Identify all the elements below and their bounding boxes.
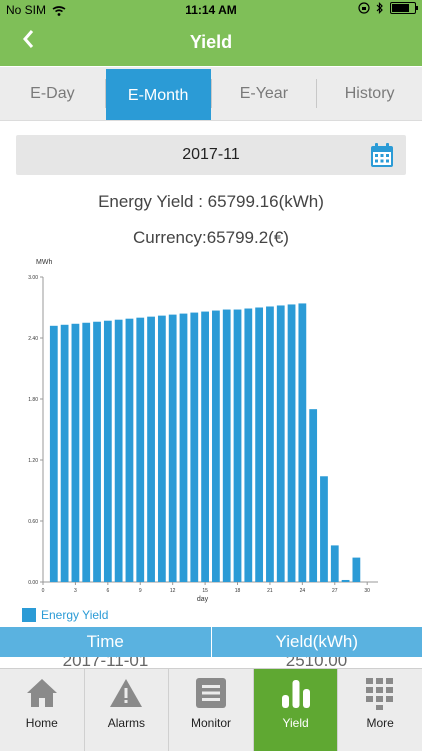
y-tick-label: 3.00	[28, 275, 38, 281]
chart-bar	[115, 320, 123, 582]
x-tick-label: 24	[300, 588, 306, 594]
column-header-time: Time	[0, 627, 211, 657]
grid-icon	[363, 677, 397, 711]
chart-bar	[223, 310, 231, 582]
x-tick-label: 27	[332, 588, 338, 594]
bottom-nav-more[interactable]: More	[338, 669, 422, 751]
monitor-icon	[194, 677, 228, 709]
column-header-yield: Yield(kWh)	[212, 627, 422, 657]
chart-bar	[169, 315, 177, 582]
chart-bar	[104, 321, 112, 582]
y-tick-label: 2.40	[28, 336, 38, 342]
chart-bar	[180, 314, 188, 582]
chart-bar	[212, 311, 220, 582]
x-tick-label: 15	[202, 588, 208, 594]
currency-summary: Currency:65799.2(€)	[0, 228, 422, 248]
y-tick-label: 0.00	[28, 580, 38, 586]
period-tabs: E-Day E-Month E-Year History	[0, 67, 422, 121]
page-title: Yield	[0, 32, 422, 53]
x-tick-label: 18	[235, 588, 241, 594]
bottom-nav-alarms-label: Alarms	[85, 716, 169, 730]
x-tick-label: 6	[106, 588, 109, 594]
x-tick-label: 21	[267, 588, 273, 594]
chart-bar	[190, 313, 198, 582]
bottom-nav-monitor[interactable]: Monitor	[169, 669, 254, 751]
chart-bar	[266, 306, 274, 582]
navigation-bar: Yield	[0, 20, 422, 66]
row-yield: 2510.00	[211, 657, 422, 668]
chart-bar	[50, 326, 58, 582]
y-tick-label: 1.80	[28, 397, 38, 403]
chart-bar	[201, 312, 209, 582]
rotation-lock-icon	[358, 2, 370, 14]
tab-history[interactable]: History	[317, 67, 422, 120]
tab-e-month[interactable]: E-Month	[106, 69, 211, 120]
row-time: 2017-11-01	[0, 657, 211, 668]
chart-bar	[277, 305, 285, 582]
chart-bar	[288, 304, 296, 582]
table-row[interactable]: 2017-11-01 2510.00	[0, 657, 422, 668]
x-tick-label: 30	[364, 588, 370, 594]
monthly-yield-chart: 0.00 0.60 1.20 1.80 2.40 3.00 0 3 6 9 12 15 18 21 24 27…	[20, 252, 390, 608]
chart-bar	[61, 325, 69, 582]
chart-bar	[255, 308, 263, 583]
chart-bar	[342, 580, 350, 582]
bottom-nav-alarms[interactable]: Alarms	[85, 669, 170, 751]
selected-month: 2017-11	[16, 146, 406, 164]
chart-legend: Energy Yield	[22, 608, 108, 622]
chart-bar	[244, 309, 252, 582]
chart-bar	[331, 545, 339, 582]
chart-bar	[234, 310, 242, 582]
tab-e-year[interactable]: E-Year	[212, 67, 317, 120]
bar-chart-icon	[279, 677, 313, 709]
bottom-nav-more-label: More	[338, 716, 422, 730]
home-icon	[25, 677, 59, 709]
date-selector[interactable]: 2017-11	[16, 135, 406, 175]
x-axis-label: day	[197, 596, 209, 603]
y-axis-label: MWh	[36, 259, 52, 266]
chart-bar	[320, 476, 328, 582]
chart-bar	[82, 323, 90, 582]
bottom-nav-home-label: Home	[0, 716, 84, 730]
chart-bar	[158, 316, 166, 582]
bottom-nav-home[interactable]: Home	[0, 669, 85, 751]
bottom-nav-yield[interactable]: Yield	[254, 669, 339, 751]
chart-bar	[126, 319, 134, 582]
x-tick-label: 0	[42, 588, 45, 594]
x-tick-label: 3	[74, 588, 77, 594]
chart-bar	[298, 303, 306, 582]
chart-bar	[72, 324, 80, 582]
energy-yield-summary: Energy Yield : 65799.16(kWh)	[0, 192, 422, 212]
calendar-icon[interactable]	[370, 142, 394, 168]
battery-icon	[390, 2, 416, 14]
chart-bar	[309, 409, 317, 582]
legend-label: Energy Yield	[41, 608, 108, 622]
tab-e-day[interactable]: E-Day	[0, 67, 105, 120]
status-bar: No SIM 11:14 AM	[0, 0, 422, 20]
chart-bar	[147, 317, 155, 582]
y-tick-label: 1.20	[28, 458, 38, 464]
legend-swatch	[22, 608, 36, 622]
status-icons	[358, 2, 416, 14]
x-tick-label: 12	[170, 588, 176, 594]
bottom-nav-yield-label: Yield	[254, 716, 338, 730]
bluetooth-icon	[376, 2, 384, 14]
y-tick-label: 0.60	[28, 519, 38, 525]
chart-bar	[136, 318, 144, 582]
x-tick-label: 9	[139, 588, 142, 594]
chart-bar	[93, 322, 101, 582]
bottom-tab-bar: Home Alarms Monitor Yield	[0, 668, 422, 751]
warning-icon	[109, 677, 143, 709]
yield-table-header: Time Yield(kWh)	[0, 627, 422, 657]
bottom-nav-monitor-label: Monitor	[169, 716, 253, 730]
chart-bar	[352, 558, 360, 582]
